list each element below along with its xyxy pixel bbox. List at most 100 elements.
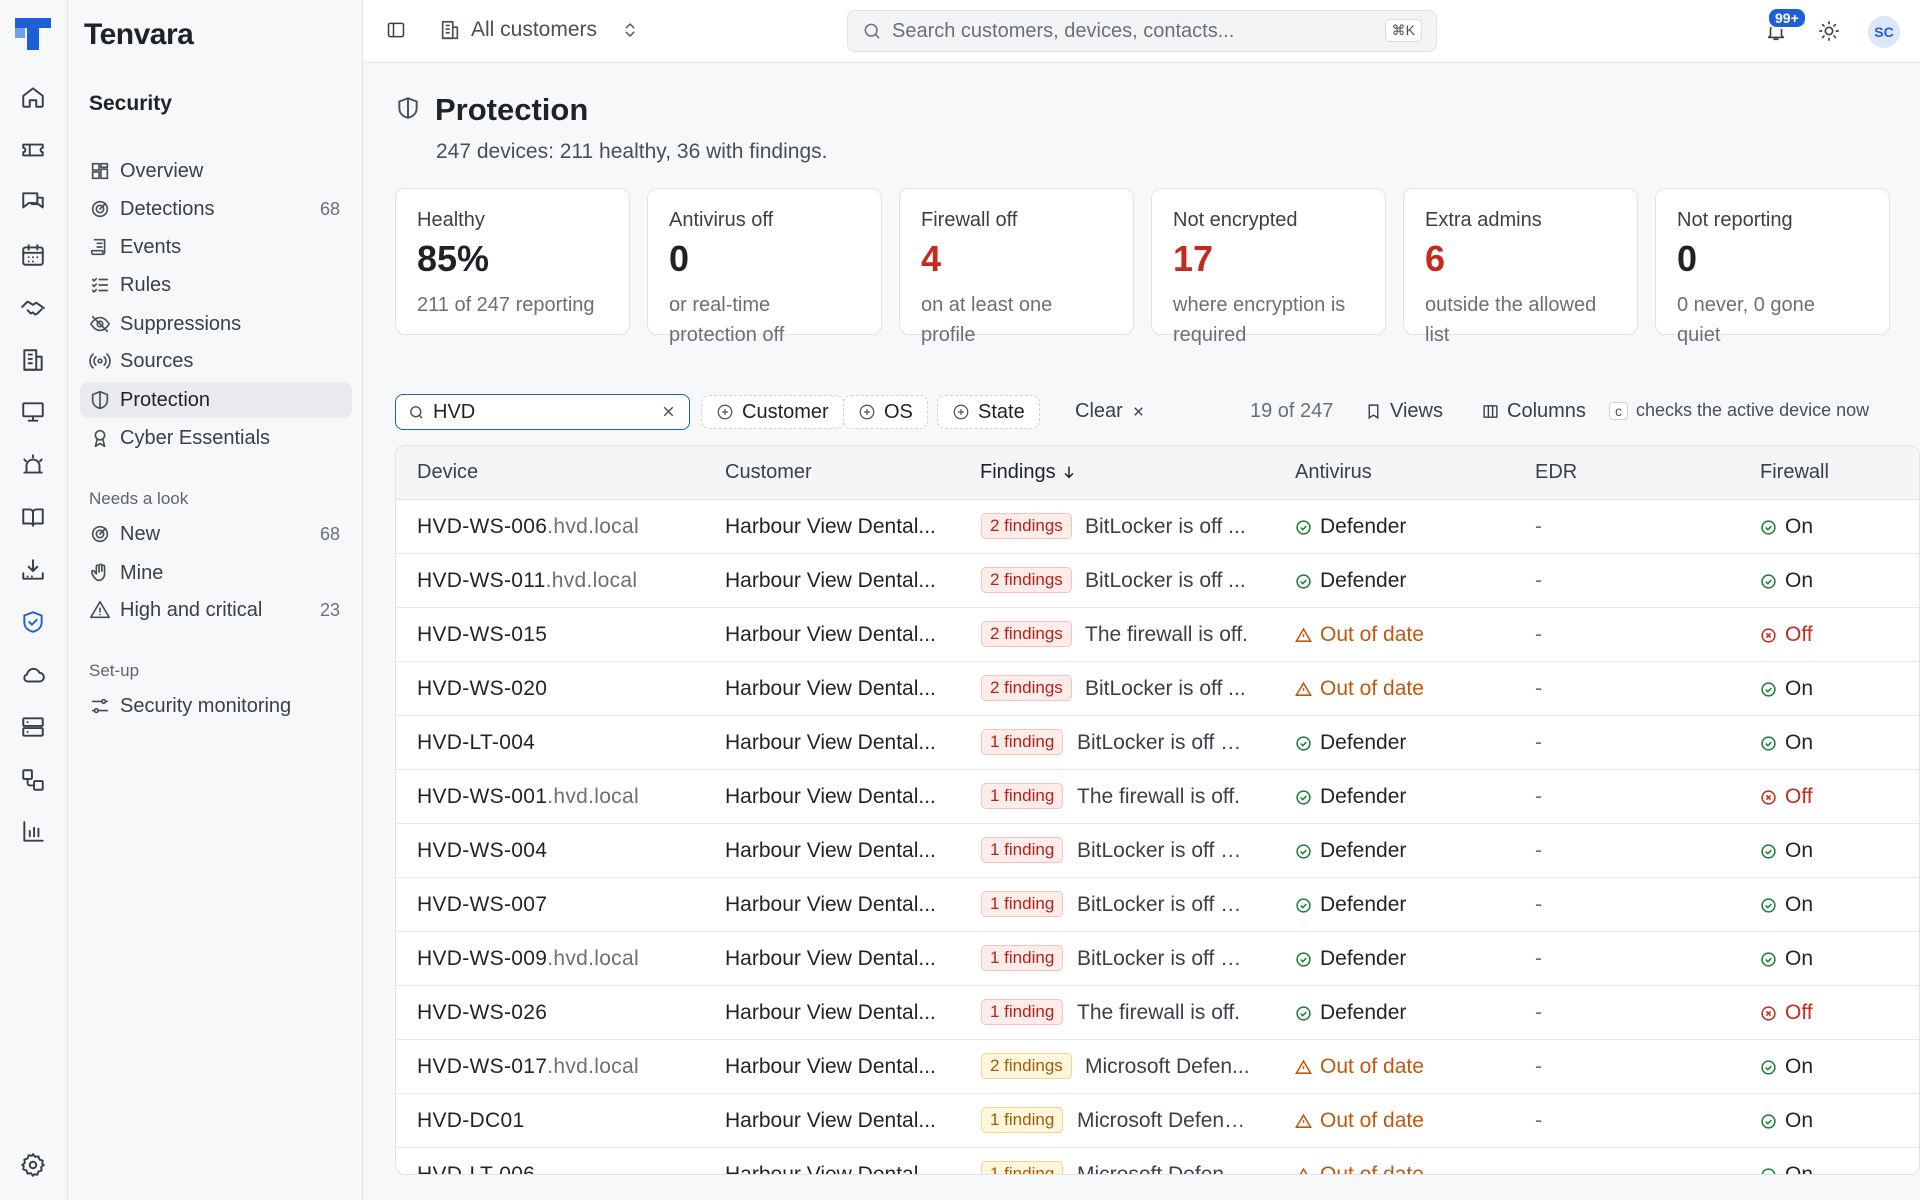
customer-name[interactable]: Harbour View Dental... <box>725 1163 936 1175</box>
user-avatar[interactable]: SC <box>1868 16 1900 48</box>
device-name[interactable]: HVD-DC01 <box>417 1109 524 1133</box>
device-name[interactable]: HVD-WS-007 <box>417 893 547 917</box>
device-name[interactable]: HVD-WS-011.hvd.local <box>417 569 637 593</box>
sidebar-item-sources[interactable]: Sources <box>80 343 352 379</box>
sidebar-item-rules[interactable]: Rules <box>80 267 352 303</box>
check-circle-icon <box>1760 519 1777 536</box>
filter-chip-customer[interactable]: Customer <box>701 395 844 429</box>
column-header-customer[interactable]: Customer <box>725 461 812 483</box>
findings-badge: 2 findings <box>981 621 1072 647</box>
building-icon[interactable] <box>20 347 46 373</box>
sidebar-item-overview[interactable]: Overview <box>80 153 352 189</box>
customer-name[interactable]: Harbour View Dental... <box>725 839 936 862</box>
device-name[interactable]: HVD-LT-004 <box>417 731 535 755</box>
stat-card-not-reporting[interactable]: Not reporting 0 0 never, 0 gone quiet <box>1655 188 1890 346</box>
customer-name[interactable]: Harbour View Dental... <box>725 893 936 916</box>
sidebar-item-cyber-essentials[interactable]: Cyber Essentials <box>80 420 352 456</box>
customer-name[interactable]: Harbour View Dental... <box>725 623 936 646</box>
table-row[interactable]: HVD-WS-001.hvd.local Harbour View Dental.… <box>396 770 1919 824</box>
table-row[interactable]: HVD-WS-015 Harbour View Dental... 2 findin… <box>396 608 1919 662</box>
customer-name[interactable]: Harbour View Dental... <box>725 515 936 538</box>
customer-name[interactable]: Harbour View Dental... <box>725 785 936 808</box>
sidebar-toggle-icon[interactable] <box>386 20 406 40</box>
filter-chip-state[interactable]: State <box>937 395 1040 429</box>
device-name[interactable]: HVD-WS-004 <box>417 839 547 863</box>
x-circle-icon <box>1760 627 1777 644</box>
stat-card-firewall-off[interactable]: Firewall off 4 on at least one profile <box>899 188 1134 346</box>
clear-filters-button[interactable]: Clear <box>1075 400 1146 423</box>
workflow-icon[interactable] <box>20 767 46 793</box>
table-row[interactable]: HVD-WS-006.hvd.local Harbour View Dental.… <box>396 500 1919 554</box>
views-button[interactable]: Views <box>1365 400 1443 423</box>
stat-card-antivirus-off[interactable]: Antivirus off 0 or real-time protection o… <box>647 188 882 346</box>
column-header-device[interactable]: Device <box>417 461 479 483</box>
sidebar-item-mine[interactable]: Mine <box>80 555 352 591</box>
check-circle-icon <box>1295 519 1312 536</box>
server-icon[interactable] <box>20 714 46 740</box>
sidebar-item-protection[interactable]: Protection <box>80 382 352 418</box>
customer-scope-selector[interactable]: All customers <box>439 18 639 42</box>
column-header-edr[interactable]: EDR <box>1535 461 1578 483</box>
sidebar-item-events[interactable]: Events <box>80 229 352 265</box>
table-row[interactable]: HVD-LT-006 Harbour View Dental... 1 findin… <box>396 1148 1919 1175</box>
home-icon[interactable] <box>20 84 46 110</box>
antivirus-label: Defender <box>1320 839 1407 862</box>
shield-check-icon[interactable] <box>20 609 46 635</box>
alarm-icon[interactable] <box>20 452 46 478</box>
clear-input-icon[interactable] <box>660 403 677 420</box>
table-row[interactable]: HVD-WS-026 Harbour View Dental... 1 findin… <box>396 986 1919 1040</box>
customer-name[interactable]: Harbour View Dental... <box>725 1109 936 1132</box>
device-name[interactable]: HVD-WS-026 <box>417 1001 547 1025</box>
customer-name[interactable]: Harbour View Dental... <box>725 569 936 592</box>
stat-card-extra-admins[interactable]: Extra admins 6 outside the allowed list <box>1403 188 1638 346</box>
device-name[interactable]: HVD-WS-015 <box>417 623 547 647</box>
table-row[interactable]: HVD-DC01 Harbour View Dental... 1 finding M… <box>396 1094 1919 1148</box>
finding-summary: Microsoft Defend... <box>1077 1163 1247 1175</box>
device-name[interactable]: HVD-WS-006.hvd.local <box>417 515 639 539</box>
global-search[interactable]: Search customers, devices, contacts... ⌘… <box>847 10 1437 52</box>
device-name[interactable]: HVD-WS-001.hvd.local <box>417 785 639 809</box>
column-header-antivirus[interactable]: Antivirus <box>1295 461 1372 483</box>
table-row[interactable]: HVD-WS-009.hvd.local Harbour View Dental.… <box>396 932 1919 986</box>
device-name[interactable]: HVD-WS-009.hvd.local <box>417 947 639 971</box>
handshake-icon[interactable] <box>20 294 46 320</box>
download-tray-icon[interactable] <box>20 557 46 583</box>
column-header-findings[interactable]: Findings <box>980 461 1077 484</box>
sidebar-item-security-monitoring[interactable]: Security monitoring <box>80 688 352 724</box>
cloud-icon[interactable] <box>20 662 46 688</box>
column-header-firewall[interactable]: Firewall <box>1760 461 1829 483</box>
stat-card-healthy[interactable]: Healthy 85% 211 of 247 reporting <box>395 188 630 335</box>
calendar-icon[interactable] <box>20 242 46 268</box>
table-row[interactable]: HVD-LT-004 Harbour View Dental... 1 findin… <box>396 716 1919 770</box>
chat-icon[interactable] <box>20 189 46 215</box>
theme-toggle-sun-icon[interactable] <box>1818 20 1840 42</box>
customer-name[interactable]: Harbour View Dental... <box>725 731 936 754</box>
sidebar-item-new[interactable]: New 68 <box>80 516 352 552</box>
customer-name[interactable]: Harbour View Dental... <box>725 677 936 700</box>
device-name[interactable]: HVD-WS-020 <box>417 677 547 701</box>
monitor-icon[interactable] <box>20 399 46 425</box>
columns-button[interactable]: Columns <box>1482 400 1586 423</box>
filter-chip-os[interactable]: OS <box>843 395 928 429</box>
firewall-label: On <box>1785 1055 1814 1078</box>
table-row[interactable]: HVD-WS-017.hvd.local Harbour View Dental.… <box>396 1040 1919 1094</box>
bar-chart-icon[interactable] <box>20 819 46 845</box>
book-icon[interactable] <box>20 504 46 530</box>
table-row[interactable]: HVD-WS-007 Harbour View Dental... 1 findin… <box>396 878 1919 932</box>
tenvara-logo-icon[interactable] <box>13 16 53 52</box>
customer-name[interactable]: Harbour View Dental... <box>725 947 936 970</box>
device-name[interactable]: HVD-LT-006 <box>417 1163 535 1174</box>
table-row[interactable]: HVD-WS-020 Harbour View Dental... 2 findin… <box>396 662 1919 716</box>
device-name[interactable]: HVD-WS-017.hvd.local <box>417 1055 639 1079</box>
sidebar-item-suppressions[interactable]: Suppressions <box>80 306 352 342</box>
customer-name[interactable]: Harbour View Dental... <box>725 1055 936 1078</box>
table-row[interactable]: HVD-WS-004 Harbour View Dental... 1 findin… <box>396 824 1919 878</box>
ticket-icon[interactable] <box>20 137 46 163</box>
device-filter-input[interactable]: HVD <box>395 394 690 430</box>
settings-icon[interactable] <box>20 1152 46 1178</box>
sidebar-item-high-and-critical[interactable]: High and critical 23 <box>80 592 352 628</box>
sidebar-item-detections[interactable]: Detections 68 <box>80 191 352 227</box>
customer-name[interactable]: Harbour View Dental... <box>725 1001 936 1024</box>
table-row[interactable]: HVD-WS-011.hvd.local Harbour View Dental.… <box>396 554 1919 608</box>
stat-card-not-encrypted[interactable]: Not encrypted 17 where encryption is requ… <box>1151 188 1386 346</box>
